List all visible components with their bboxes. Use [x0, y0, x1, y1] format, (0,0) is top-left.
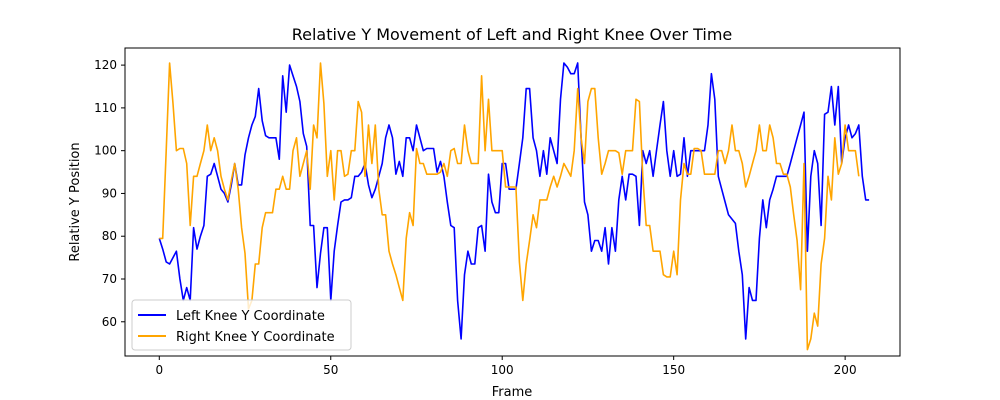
x-tick-label: 150 — [662, 363, 685, 377]
x-tick-label: 100 — [491, 363, 514, 377]
x-axis-label: Frame — [492, 385, 533, 400]
x-axis-ticks: 0 50 100 150 200 — [155, 356, 857, 377]
y-tick-label: 110 — [94, 101, 117, 115]
x-tick-label: 0 — [155, 363, 163, 377]
y-axis-ticks: 60 70 80 90 100 110 120 — [94, 58, 125, 329]
y-tick-label: 90 — [102, 186, 117, 200]
legend: Left Knee Y Coordinate Right Knee Y Coor… — [131, 299, 352, 351]
series-line-left-knee — [158, 62, 870, 340]
y-tick-label: 100 — [94, 144, 117, 158]
x-tick-label: 200 — [834, 363, 857, 377]
legend-label-right-knee: Right Knee Y Coordinate — [176, 330, 335, 345]
series-line-right-knee — [159, 62, 860, 351]
series-layer — [158, 62, 870, 351]
legend-box — [131, 299, 352, 351]
x-tick-label: 50 — [323, 363, 338, 377]
legend-label-left-knee: Left Knee Y Coordinate — [176, 309, 325, 324]
y-axis-label: Relative Y Position — [68, 142, 83, 261]
y-tick-label: 80 — [102, 229, 117, 243]
y-tick-label: 70 — [102, 272, 117, 286]
plot-frame — [124, 47, 901, 357]
y-tick-label: 120 — [94, 58, 117, 72]
chart-title: Relative Y Movement of Left and Right Kn… — [292, 25, 733, 44]
y-tick-label: 60 — [102, 315, 117, 329]
